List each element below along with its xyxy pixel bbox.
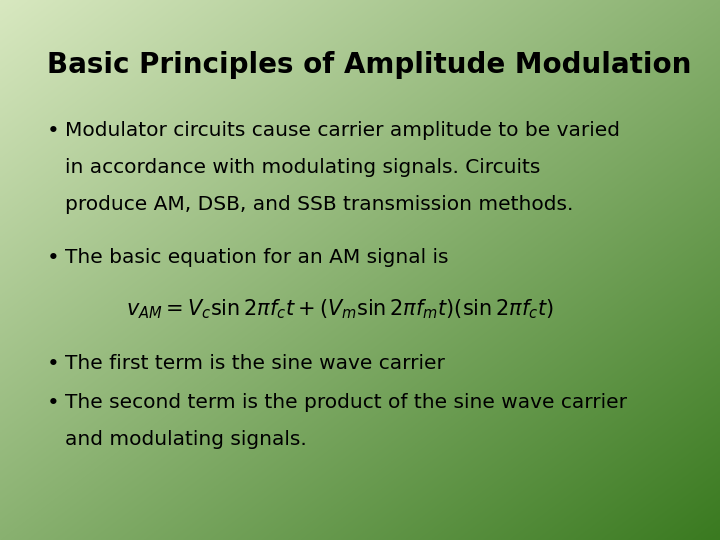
Text: produce AM, DSB, and SSB transmission methods.: produce AM, DSB, and SSB transmission me… — [65, 195, 573, 214]
Text: •: • — [47, 393, 60, 413]
Text: and modulating signals.: and modulating signals. — [65, 430, 307, 449]
Text: •: • — [47, 122, 60, 141]
Text: The basic equation for an AM signal is: The basic equation for an AM signal is — [65, 248, 449, 267]
Text: $v_{AM} = V_c\mathrm{sin}\,2\pi f_c t + (V_m\mathrm{sin}\,2\pi f_m t)(\mathrm{si: $v_{AM} = V_c\mathrm{sin}\,2\pi f_c t + … — [126, 297, 554, 321]
Text: The first term is the sine wave carrier: The first term is the sine wave carrier — [65, 354, 445, 373]
Text: in accordance with modulating signals. Circuits: in accordance with modulating signals. C… — [65, 158, 540, 177]
Text: •: • — [47, 248, 60, 268]
Text: •: • — [47, 354, 60, 374]
Text: Modulator circuits cause carrier amplitude to be varied: Modulator circuits cause carrier amplitu… — [65, 122, 620, 140]
Text: Basic Principles of Amplitude Modulation: Basic Principles of Amplitude Modulation — [47, 51, 691, 79]
Text: The second term is the product of the sine wave carrier: The second term is the product of the si… — [65, 393, 627, 412]
